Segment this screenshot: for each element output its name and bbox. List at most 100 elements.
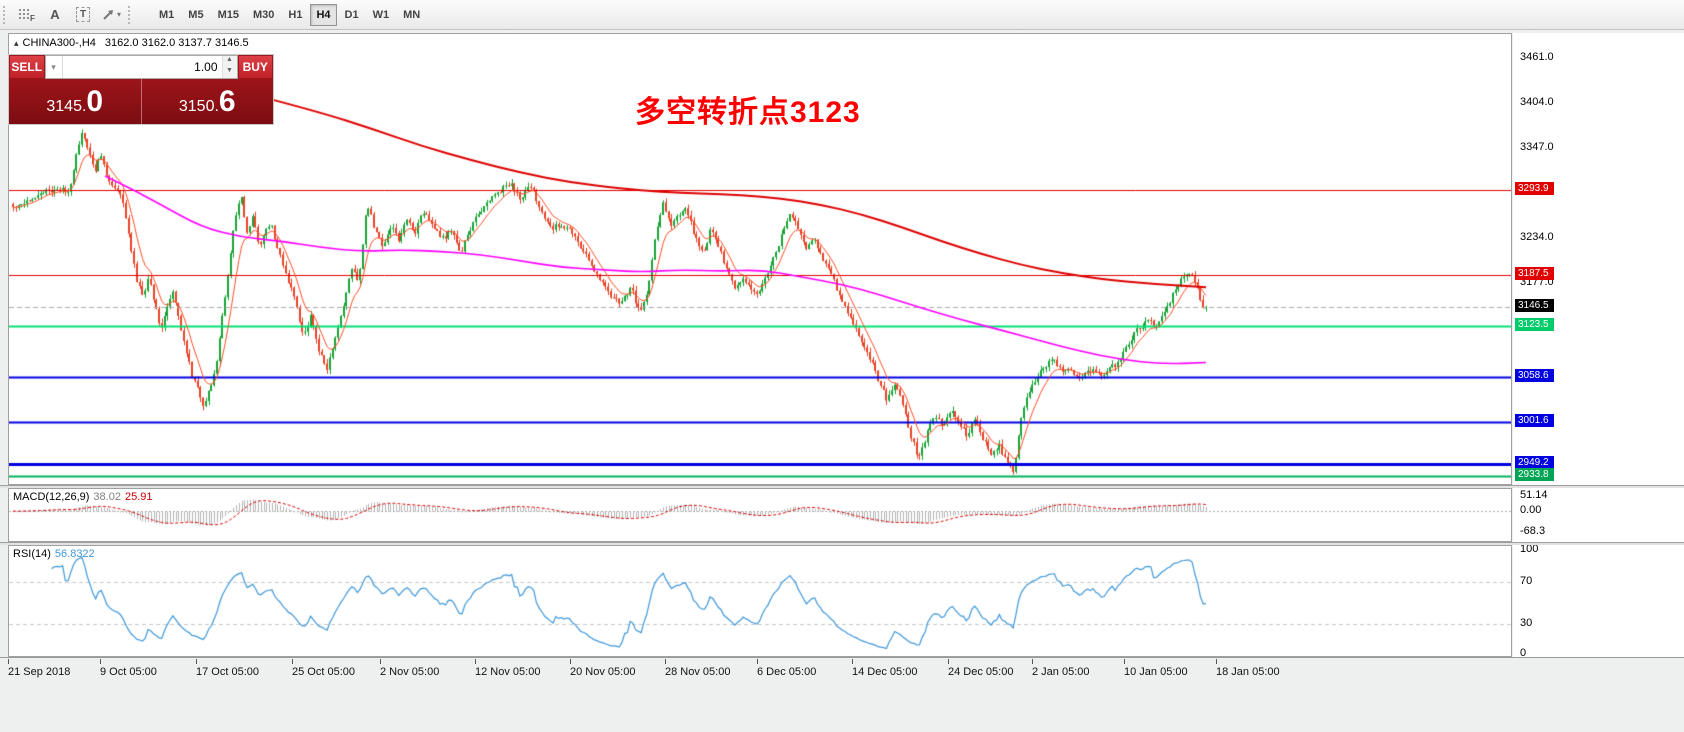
level-price-label: 3123.5	[1515, 317, 1554, 331]
collapse-triangle-icon[interactable]: ▴	[14, 38, 19, 48]
time-axis-tick	[665, 659, 666, 664]
time-axis-tick	[757, 659, 758, 664]
main-price-axis: 3461.0 3404.0 3347.0 3234.0 3177.0 3293.9 3187…	[1513, 33, 1684, 485]
panel-separator[interactable]	[0, 485, 1684, 488]
time-axis-label: 24 Dec 05:00	[948, 666, 1014, 678]
time-axis-label: 14 Dec 05:00	[852, 666, 918, 678]
timeframe-h1-button[interactable]: H1	[288, 8, 303, 21]
macd-axis-label: -68.3	[1520, 524, 1546, 537]
rsi-axis-label: 70	[1520, 574, 1533, 587]
price-axis-label: 3234.0	[1520, 230, 1554, 243]
timeframe-m30-button[interactable]: M30	[252, 8, 275, 21]
price-divider	[140, 79, 142, 124]
buy-price-display: 3150. 6	[178, 85, 236, 118]
macd-panel: MACD(12,26,9) 38.02 25.91	[8, 488, 1512, 542]
time-axis-tick	[380, 659, 381, 664]
time-axis-label: 18 Jan 05:00	[1216, 666, 1280, 678]
toolbar-grip[interactable]	[3, 5, 9, 24]
trade-controls-row: SELL ▾ ▲ ▼ BUY	[9, 55, 273, 79]
time-axis-tick	[852, 659, 853, 664]
symbol-timeframe-label: CHINA300-,H4	[22, 37, 96, 49]
grid-tools-icon[interactable]: F	[15, 3, 39, 27]
arrow-draw-icon	[103, 10, 113, 20]
time-axis-tick	[570, 659, 571, 664]
chevron-down-icon: ▾	[116, 10, 121, 19]
level-price-label: 3058.6	[1515, 369, 1554, 383]
level-price-label: 2949.2	[1515, 456, 1554, 469]
rsi-axis: 100 70 30 0	[1513, 543, 1684, 659]
rsi-axis-label: 0	[1520, 647, 1527, 659]
time-axis-label: 10 Jan 05:00	[1124, 666, 1188, 678]
letter-a-icon: A	[50, 7, 60, 22]
macd-canvas[interactable]	[9, 489, 1511, 541]
sell-price-display: 3145. 0	[46, 85, 104, 118]
time-axis-label: 9 Oct 05:00	[100, 666, 157, 678]
time-axis: 21 Sep 2018 9 Oct 05:00 17 Oct 05:00 25 Oct…	[0, 657, 1684, 685]
rsi-canvas[interactable]	[9, 546, 1511, 656]
panel-separator[interactable]	[0, 542, 1684, 545]
sell-button[interactable]: SELL	[9, 55, 45, 79]
price-axis-column: 3461.0 3404.0 3347.0 3234.0 3177.0 3293.9 3187…	[1513, 33, 1684, 659]
time-axis-label: 12 Nov 05:00	[475, 666, 541, 678]
rsi-axis-label: 30	[1520, 617, 1533, 630]
time-axis-label: 20 Nov 05:00	[570, 666, 636, 678]
timeframe-m1-button[interactable]: M1	[159, 8, 175, 21]
level-price-label: 3187.5	[1515, 266, 1554, 280]
level-price-label: 2933.8	[1515, 468, 1554, 482]
time-axis-label: 2 Nov 05:00	[380, 666, 440, 678]
time-axis-tick	[196, 659, 197, 664]
time-axis-tick	[1032, 659, 1033, 664]
letter-t-icon: T	[75, 7, 91, 22]
text-annotation-button[interactable]: A	[43, 3, 67, 27]
time-axis-tick	[8, 659, 9, 664]
timeframe-w1-button[interactable]: W1	[372, 8, 390, 21]
text-label-button[interactable]: T	[71, 3, 95, 27]
one-click-trading-panel: SELL ▾ ▲ ▼ BUY 3145.0 3150.6	[8, 54, 274, 125]
timeframe-mn-button[interactable]: MN	[403, 8, 421, 21]
rsi-label: RSI(14) 56.8322	[13, 548, 95, 560]
toolbar-grip[interactable]	[128, 5, 134, 24]
time-axis-label: 25 Oct 05:00	[292, 666, 355, 678]
volume-increase-button[interactable]: ▲	[222, 56, 237, 67]
time-axis-label: 28 Nov 05:00	[665, 666, 731, 678]
price-axis-label: 3461.0	[1520, 50, 1554, 63]
time-axis-label: 2 Jan 05:00	[1032, 666, 1090, 678]
shapes-dropdown-button[interactable]: ▾	[99, 3, 123, 27]
level-price-label: 3001.6	[1515, 414, 1554, 428]
current-price-label: 3146.5	[1515, 299, 1554, 313]
timeframe-m5-button[interactable]: M5	[188, 8, 204, 21]
time-axis-tick	[475, 659, 476, 664]
trade-prices-row: 3145. 0 3150. 6	[9, 79, 273, 124]
toolbar: F A T ▾ M1 M5 M15 M30 H1 H4 D1 W1 MN	[0, 0, 1684, 30]
time-axis-tick	[292, 659, 293, 664]
macd-axis-label: 51.14	[1520, 488, 1548, 501]
rsi-panel: RSI(14) 56.8322	[8, 545, 1512, 657]
time-axis-label: 17 Oct 05:00	[196, 666, 259, 678]
time-axis-label: 6 Dec 05:00	[757, 666, 817, 678]
price-axis-label: 3347.0	[1520, 141, 1554, 154]
timeframe-d1-button[interactable]: D1	[344, 8, 359, 21]
macd-axis: 51.14 0.00 -68.3	[1513, 488, 1684, 542]
svg-text:F: F	[30, 14, 35, 23]
volume-field: ▾ ▲ ▼	[44, 55, 238, 79]
timeframe-m15-button[interactable]: M15	[217, 8, 239, 21]
timeframe-h4-button[interactable]: H4	[310, 3, 337, 26]
time-axis-tick	[1216, 659, 1217, 664]
chart-ohlc-header: ▴ CHINA300-,H4 3162.0 3162.0 3137.7 3146.5	[14, 37, 249, 49]
time-axis-tick	[1124, 659, 1125, 664]
buy-button[interactable]: BUY	[237, 55, 273, 79]
dot-grid-icon: F	[19, 8, 35, 23]
chart-annotation-text[interactable]: 多空转折点3123	[635, 96, 861, 129]
volume-dropdown-caret[interactable]: ▾	[46, 56, 63, 78]
time-axis-label: 21 Sep 2018	[8, 666, 71, 678]
ohlc-values: 3162.0 3162.0 3137.7 3146.5	[104, 37, 249, 49]
macd-label: MACD(12,26,9) 38.02 25.91	[13, 491, 153, 503]
volume-spinner: ▲ ▼	[221, 56, 237, 78]
volume-input[interactable]	[62, 56, 222, 78]
macd-axis-label: 0.00	[1520, 504, 1542, 517]
time-axis-tick	[100, 659, 101, 664]
volume-decrease-button[interactable]: ▼	[222, 67, 237, 78]
timeframe-toolbar: M1 M5 M15 M30 H1 H4 D1 W1 MN	[152, 3, 427, 26]
level-price-label: 3293.9	[1515, 182, 1554, 196]
